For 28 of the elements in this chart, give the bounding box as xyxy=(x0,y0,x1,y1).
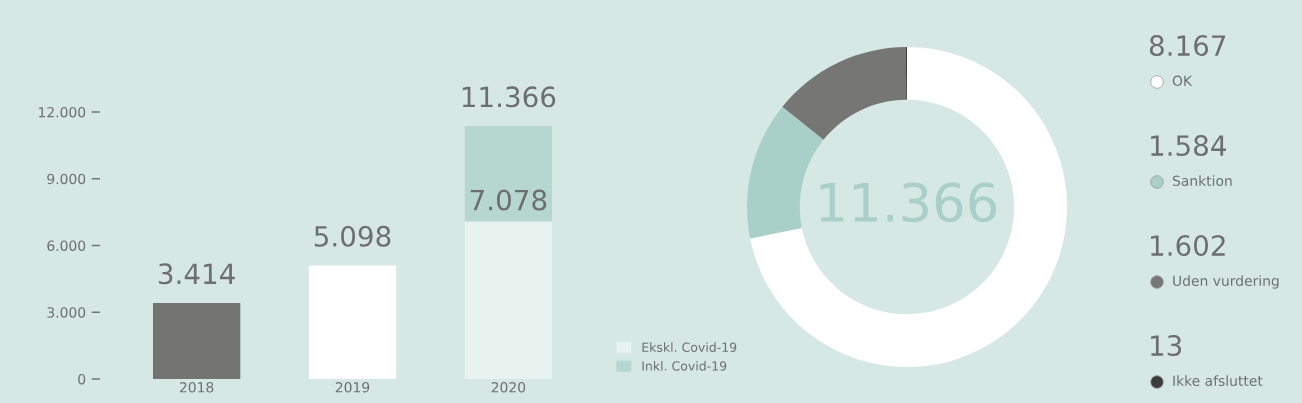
legend-label: Inkl. Covid-19 xyxy=(642,360,727,371)
data-label: 8.167 xyxy=(1149,35,1226,57)
data-label: 13 xyxy=(1151,335,1182,357)
total-label: 11.366 xyxy=(462,86,556,108)
donut-slice xyxy=(782,47,907,140)
bar xyxy=(464,221,553,379)
bar xyxy=(308,265,397,379)
x-tick-label: 2020 xyxy=(491,382,526,393)
y-tick-label: 6.000 xyxy=(47,240,86,251)
total-label: 5.098 xyxy=(314,225,391,247)
legend-label: Sanktion xyxy=(1172,175,1232,187)
data-label: 7.078 xyxy=(470,189,547,211)
y-tick-label: 12.000 xyxy=(39,106,86,118)
y-tick-label: 0 xyxy=(78,373,86,385)
bar xyxy=(152,303,241,379)
legend-label: Ikke afsluttet xyxy=(1173,375,1263,387)
y-tick-label: 3.000 xyxy=(47,307,86,318)
legend-label: OK xyxy=(1172,75,1193,87)
donut-slice xyxy=(750,47,1067,367)
data-label: 1.584 xyxy=(1151,135,1226,157)
total-label: 3.414 xyxy=(158,263,235,285)
bar xyxy=(464,126,553,222)
legend-label: Uden vurdering xyxy=(1173,275,1279,289)
y-tick-label: 9.000 xyxy=(47,173,86,185)
data-label: 1.602 xyxy=(1151,235,1225,257)
x-tick-label: 2019 xyxy=(335,382,370,393)
x-tick-label: 2018 xyxy=(179,382,214,393)
legend-label: Ekskl. Covid-19 xyxy=(642,342,737,352)
